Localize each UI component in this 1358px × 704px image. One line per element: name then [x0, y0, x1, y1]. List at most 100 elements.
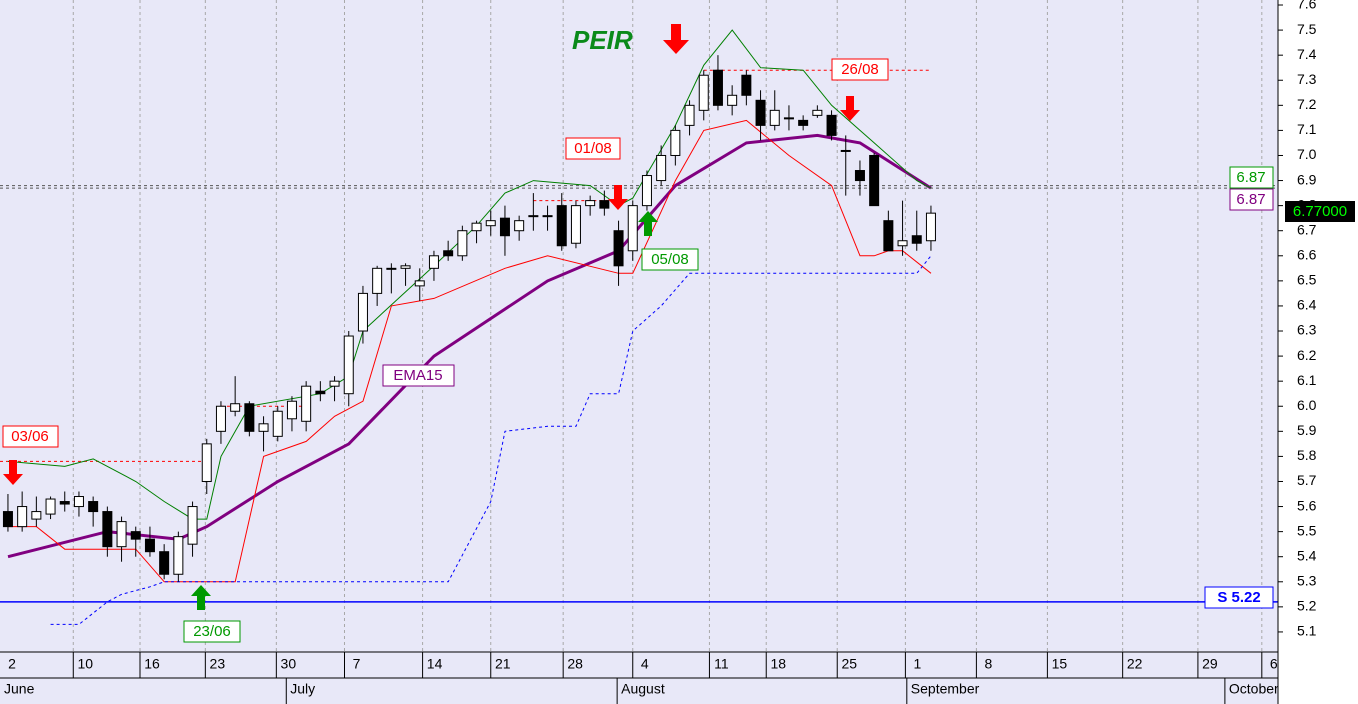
x-tick-label: 10 [77, 656, 93, 672]
y-tick-label: 7.2 [1297, 96, 1317, 112]
candle-body [31, 511, 42, 520]
candle-body [2, 511, 13, 528]
plot-background [0, 0, 1278, 704]
y-tick-label: 7.4 [1297, 46, 1317, 62]
candle-body [102, 511, 113, 548]
candle-body [286, 400, 297, 420]
candle-body [698, 74, 709, 111]
candle-body [45, 498, 56, 515]
indicator-line [50, 255, 932, 625]
arrow-up [191, 585, 211, 610]
x-tick-label: 8 [984, 656, 992, 672]
y-tick-label: 7.0 [1297, 146, 1317, 162]
candle-body [812, 109, 823, 116]
y-tick-label: 7.1 [1297, 121, 1317, 137]
x-tick-label: 23 [210, 656, 226, 672]
arrow-down [3, 460, 23, 485]
y-tick-label: 5.3 [1297, 572, 1317, 588]
y-tick-label: 6.5 [1297, 272, 1317, 288]
price-label: 6.87 [1229, 166, 1274, 189]
candle-body [712, 69, 723, 106]
y-tick-label: 5.8 [1297, 447, 1317, 463]
x-tick-label: 14 [427, 656, 443, 672]
x-tick-label: 22 [1127, 656, 1143, 672]
y-tick-label: 7.5 [1297, 21, 1317, 37]
candle-body [499, 217, 510, 237]
x-tick-label: 1 [913, 656, 921, 672]
candle-body [144, 538, 155, 553]
candle-body [173, 536, 184, 575]
candle-body [897, 240, 908, 247]
candle-body [869, 154, 880, 207]
last-price-text: 6.77000 [1293, 203, 1347, 220]
candle-body [414, 280, 425, 287]
candle-body [670, 129, 681, 156]
candle-body [755, 99, 766, 126]
candle-body [443, 250, 454, 257]
month-label: September [911, 681, 980, 697]
annotation-text: 26/08 [841, 61, 879, 78]
annotation: 23/06 [183, 620, 241, 643]
y-tick-label: 7.3 [1297, 71, 1317, 87]
candle-body [684, 104, 695, 126]
month-label: June [4, 681, 35, 697]
candle-body [485, 220, 496, 227]
candle-body [528, 215, 539, 218]
arrow-down [840, 96, 860, 121]
price-label: 6.87 [1229, 188, 1274, 211]
candle-body [88, 501, 99, 513]
candle-body [244, 403, 255, 432]
x-tick-label: 6 [1270, 656, 1278, 672]
candle-body [457, 230, 468, 257]
x-tick-label: 21 [495, 656, 511, 672]
candle-body [911, 235, 922, 244]
candle-body [641, 175, 652, 207]
candle-body [116, 521, 127, 548]
annotation: 03/06 [2, 425, 59, 448]
axis-background [1278, 0, 1358, 704]
candle-body [840, 149, 851, 152]
candle-body [925, 212, 936, 242]
candle-body [130, 531, 141, 540]
y-tick-label: 6.1 [1297, 372, 1317, 388]
indicator-line [7, 29, 932, 520]
candle-body [556, 205, 567, 247]
arrow-down [608, 185, 628, 210]
candle-body [798, 119, 809, 126]
candle-body [585, 200, 596, 207]
candle-body [826, 114, 837, 136]
y-tick-label: 5.9 [1297, 422, 1317, 438]
y-tick-label: 6.4 [1297, 297, 1317, 313]
candle-body [187, 506, 198, 545]
month-label: October [1229, 681, 1279, 697]
x-tick-label: 16 [144, 656, 160, 672]
candle-body [599, 200, 610, 209]
candle-body [514, 220, 525, 232]
x-tick-label: 4 [641, 656, 649, 672]
y-tick-label: 5.5 [1297, 522, 1317, 538]
candle-body [727, 94, 738, 106]
candle-body [627, 205, 638, 252]
y-tick-label: 5.6 [1297, 497, 1317, 513]
candle-body [471, 222, 482, 232]
chart-title: PEIR [572, 25, 633, 55]
candle-body [258, 423, 269, 432]
candle-body [230, 403, 241, 412]
x-tick-label: 25 [841, 656, 857, 672]
candle-body [17, 506, 28, 528]
candle-body [741, 74, 752, 96]
x-tick-label: 28 [567, 656, 583, 672]
arrow-up [638, 211, 658, 236]
annotation-text: 01/08 [574, 140, 612, 157]
price-label-text: 6.87 [1236, 169, 1265, 186]
y-tick-label: 5.4 [1297, 547, 1317, 563]
x-tick-label: 11 [714, 656, 729, 672]
annotation: 26/08 [831, 58, 889, 81]
candle-body [883, 220, 894, 252]
y-tick-label: 6.9 [1297, 171, 1317, 187]
candle-body [386, 267, 397, 270]
candle-body [73, 496, 84, 508]
candle-body [372, 267, 383, 294]
candle-body [570, 205, 581, 244]
